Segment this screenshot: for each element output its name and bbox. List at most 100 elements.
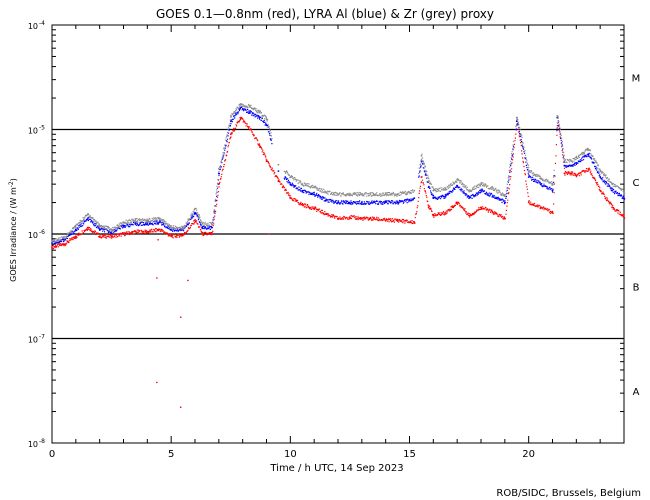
outlier-point — [179, 406, 182, 409]
series-2-point — [372, 193, 375, 196]
series-0-point — [63, 243, 65, 246]
series-2-point — [432, 189, 435, 192]
series-0-point — [413, 221, 416, 224]
series-1-point — [468, 197, 470, 200]
series-2-point — [551, 183, 554, 186]
series-0-point — [432, 214, 435, 217]
series-2-point — [408, 191, 411, 194]
series-2-point — [210, 223, 213, 225]
outlier-point — [268, 233, 270, 235]
x-tick-label: 10 — [284, 449, 297, 460]
series-1-point — [265, 124, 268, 127]
series-0-point — [492, 211, 494, 214]
series-0-point — [539, 206, 542, 209]
series-2-point — [570, 160, 573, 162]
series-1-point — [313, 193, 316, 196]
y-tick-label: 10 — [28, 231, 38, 240]
series-2-point — [301, 183, 304, 186]
series-1-point — [86, 217, 89, 220]
series-1-point — [570, 164, 573, 167]
series-0-point — [289, 197, 292, 200]
series-2-point — [480, 183, 482, 186]
series-0-point — [248, 128, 251, 131]
series-1-point — [372, 201, 375, 204]
series-0-point — [575, 175, 578, 177]
series-0-point — [503, 217, 506, 220]
series-0-point — [265, 160, 268, 162]
series-2-point — [258, 111, 261, 114]
outlier-point — [187, 279, 189, 282]
series-2-point — [563, 160, 566, 162]
x-tick-label: 5 — [168, 449, 174, 460]
series-1-point — [480, 189, 482, 192]
series-1-point — [575, 161, 578, 164]
series-0-point — [158, 228, 161, 231]
series-1-point — [210, 226, 213, 229]
series-1-point — [325, 199, 327, 202]
series-2-point — [122, 221, 125, 224]
series-1-point — [277, 170, 280, 173]
series-2-point — [413, 189, 416, 192]
series-2-point — [239, 103, 242, 105]
flare-class-label: M — [632, 73, 641, 84]
series-0-point — [110, 235, 113, 238]
series-2-point — [623, 191, 625, 194]
series-2-point — [468, 189, 470, 192]
series-2-point — [201, 223, 204, 225]
series-2-point — [396, 193, 399, 196]
series-0-point — [325, 213, 327, 216]
series-2-point — [337, 193, 339, 196]
outlier-point — [157, 239, 159, 241]
series-2-point — [289, 176, 292, 179]
series-0-point — [563, 172, 566, 175]
series-1-point — [74, 228, 77, 231]
series-1-point — [396, 201, 399, 204]
series-0-point — [98, 235, 101, 238]
outlier-point — [179, 316, 182, 319]
y-tick-label: 10 — [28, 440, 38, 449]
series-0-point — [468, 214, 470, 217]
series-1-point — [587, 153, 590, 156]
series-2-point — [599, 170, 602, 173]
series-0-point — [384, 219, 387, 222]
series-0-point — [239, 116, 242, 119]
series-1-point — [158, 221, 161, 224]
series-2-point — [86, 213, 89, 216]
series-1-point — [456, 184, 459, 187]
series-0-point — [420, 176, 423, 179]
series-0-point — [427, 206, 430, 209]
series-1-point — [217, 172, 220, 175]
series-1-point — [229, 120, 232, 123]
series-1-point — [384, 201, 387, 204]
series-2-point — [611, 183, 613, 186]
series-1-point — [408, 199, 411, 202]
series-2-point — [217, 168, 220, 170]
series-1-point — [360, 201, 363, 204]
series-2-point — [556, 115, 559, 117]
series-0-point — [480, 206, 482, 209]
series-1-point — [289, 183, 292, 186]
series-2-trace — [52, 103, 626, 243]
series-0-point — [122, 233, 125, 235]
series-1-point — [122, 224, 125, 227]
series-0-point — [611, 206, 613, 209]
series-0-point — [444, 211, 447, 214]
series-0-point — [182, 234, 185, 236]
series-1-point — [599, 176, 602, 179]
x-tick-label: 15 — [403, 449, 416, 460]
series-0-point — [527, 201, 530, 204]
credit-text: ROB/SIDC, Brussels, Belgium — [496, 488, 641, 499]
series-0-point — [277, 180, 280, 183]
x-tick-label: 0 — [49, 449, 55, 460]
series-1-point — [527, 176, 530, 179]
series-2-point — [146, 219, 149, 222]
series-2-point — [427, 180, 430, 183]
series-0-point — [551, 211, 554, 214]
series-2-point — [229, 115, 232, 117]
series-2-point — [170, 226, 173, 229]
series-0-point — [337, 217, 339, 220]
y-axis-label-exponent: -2 — [8, 181, 15, 187]
series-2-point — [503, 195, 506, 198]
outlier-point — [156, 381, 158, 384]
